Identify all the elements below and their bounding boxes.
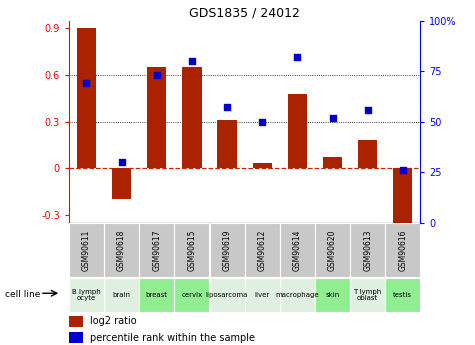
Bar	[245, 278, 280, 312]
Point	[118, 159, 125, 165]
Bar	[69, 315, 83, 327]
Text: GSM90611: GSM90611	[82, 229, 91, 271]
Text: skin: skin	[325, 292, 340, 298]
Bar	[174, 278, 209, 312]
Text: cervix: cervix	[181, 292, 202, 298]
Text: GSM90613: GSM90613	[363, 229, 372, 271]
Bar	[139, 278, 174, 312]
Bar	[147, 67, 166, 168]
Bar	[323, 157, 342, 168]
Bar	[288, 94, 307, 168]
Bar	[174, 223, 209, 277]
Bar	[69, 332, 83, 343]
Text: liver: liver	[255, 292, 270, 298]
Point	[399, 167, 407, 173]
Bar	[139, 223, 174, 277]
Point	[329, 115, 336, 120]
Text: GSM90618: GSM90618	[117, 229, 126, 271]
Text: breast: breast	[146, 292, 168, 298]
Text: GSM90612: GSM90612	[258, 229, 266, 271]
Point	[153, 72, 161, 78]
Bar	[209, 278, 245, 312]
Bar	[245, 223, 280, 277]
Text: B lymph
ocyte: B lymph ocyte	[72, 289, 101, 301]
Text: brain: brain	[113, 292, 131, 298]
Bar	[253, 163, 272, 168]
Point	[364, 107, 371, 112]
Bar	[112, 168, 131, 199]
Text: liposarcoma: liposarcoma	[206, 292, 248, 298]
Bar	[385, 223, 420, 277]
Point	[188, 58, 196, 64]
Text: GSM90620: GSM90620	[328, 229, 337, 271]
Bar	[393, 168, 412, 226]
Point	[223, 105, 231, 110]
Text: percentile rank within the sample: percentile rank within the sample	[90, 333, 255, 343]
Bar	[218, 120, 237, 168]
Point	[83, 80, 90, 86]
Text: log2 ratio: log2 ratio	[90, 316, 137, 326]
Bar	[315, 278, 350, 312]
Bar	[69, 278, 104, 312]
Text: GSM90615: GSM90615	[188, 229, 196, 271]
Bar	[77, 28, 96, 168]
Bar	[315, 223, 350, 277]
Text: GSM90614: GSM90614	[293, 229, 302, 271]
Bar	[104, 278, 139, 312]
Text: GSM90617: GSM90617	[152, 229, 161, 271]
Text: GSM90616: GSM90616	[399, 229, 407, 271]
Bar	[182, 67, 201, 168]
Bar	[69, 223, 104, 277]
Text: GSM90619: GSM90619	[223, 229, 231, 271]
Text: testis: testis	[393, 292, 412, 298]
Bar	[358, 140, 377, 168]
Bar	[350, 223, 385, 277]
Text: T lymph
oblast: T lymph oblast	[353, 289, 382, 301]
Bar	[350, 278, 385, 312]
Bar	[385, 278, 420, 312]
Text: macrophage: macrophage	[276, 292, 319, 298]
Bar	[280, 223, 315, 277]
Point	[258, 119, 266, 125]
Title: GDS1835 / 24012: GDS1835 / 24012	[189, 7, 300, 20]
Point	[294, 54, 301, 60]
Text: cell line: cell line	[5, 290, 40, 299]
Bar	[280, 278, 315, 312]
Bar	[209, 223, 245, 277]
Bar	[104, 223, 139, 277]
